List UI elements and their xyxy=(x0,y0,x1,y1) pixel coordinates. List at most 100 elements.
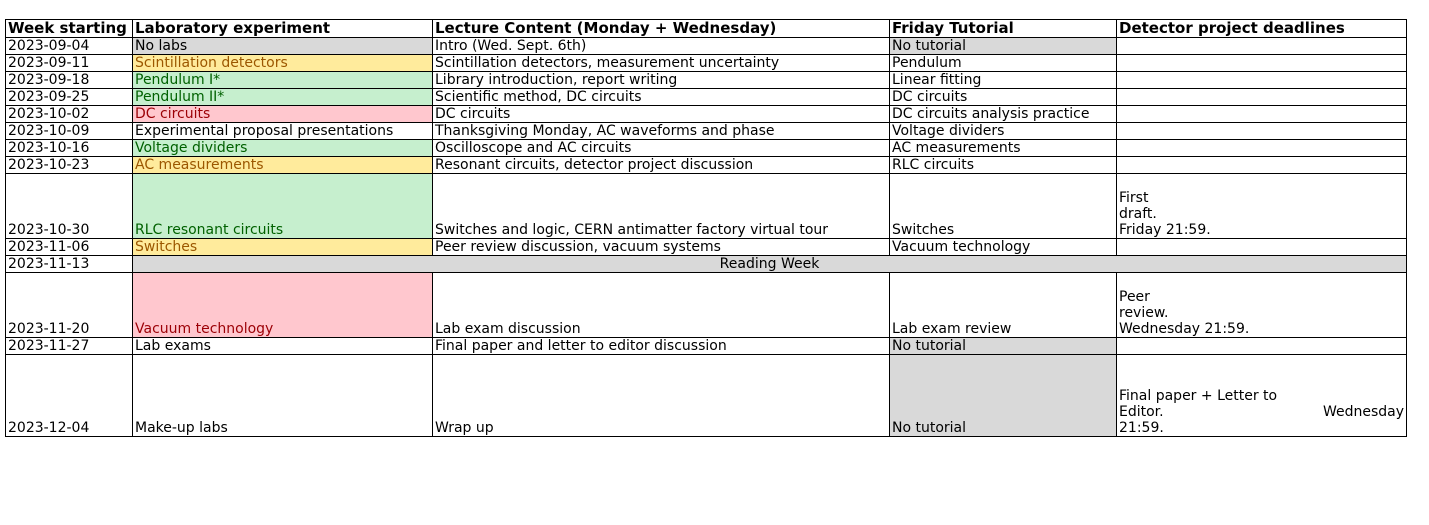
tutorial-cell: DC circuits xyxy=(889,88,1117,106)
deadline-cell xyxy=(1116,71,1407,89)
lab-experiment-cell: Scintillation detectors xyxy=(132,54,433,72)
deadline-cell xyxy=(1116,105,1407,123)
week-date-cell: 2023-09-25 xyxy=(5,88,133,106)
header-row: Week starting Laboratory experiment Lect… xyxy=(5,19,1407,38)
tutorial-cell: AC measurements xyxy=(889,139,1117,157)
week-date-cell: 2023-10-23 xyxy=(5,156,133,174)
lab-experiment-cell: Lab exams xyxy=(132,337,433,355)
lecture-content-cell: Library introduction, report writing xyxy=(432,71,890,89)
table-row: 2023-10-02 DC circuits DC circuits DC circu… xyxy=(5,105,1407,123)
deadline-line: Peer xyxy=(1119,289,1150,305)
lecture-content-cell: Resonant circuits, detector project disc… xyxy=(432,156,890,174)
week-date-cell: 2023-11-20 xyxy=(5,272,133,338)
table-row: 2023-09-18 Pendulum I* Library introductio… xyxy=(5,71,1407,89)
deadline-line: draft. xyxy=(1119,206,1157,222)
lab-experiment-cell: No labs xyxy=(132,37,433,55)
lab-experiment-cell: RLC resonant circuits xyxy=(132,173,433,239)
schedule-table: Week starting Laboratory experiment Lect… xyxy=(5,19,1407,437)
deadline-cell xyxy=(1116,37,1407,55)
table-row: 2023-11-06 Switches Peer review discussion… xyxy=(5,238,1407,256)
table-row: 2023-10-16 Voltage dividers Oscilloscope a… xyxy=(5,139,1407,157)
table-row: 2023-11-20 Vacuum technology Lab exam disc… xyxy=(5,272,1407,338)
deadline-cell: Final paper + Letter to Editor. Wednesday 2… xyxy=(1116,354,1407,437)
lab-experiment-cell: Voltage dividers xyxy=(132,139,433,157)
table-row: 2023-09-25 Pendulum II* Scientific method,… xyxy=(5,88,1407,106)
lab-experiment-cell: Make-up labs xyxy=(132,354,433,437)
week-date-cell: 2023-12-04 xyxy=(5,354,133,437)
header-week-starting: Week starting xyxy=(5,19,133,38)
week-date-cell: 2023-10-02 xyxy=(5,105,133,123)
deadline-cell xyxy=(1116,238,1407,256)
deadline-line: Final paper + Letter to xyxy=(1119,388,1278,404)
deadline-cell xyxy=(1116,156,1407,174)
tutorial-cell: Voltage dividers xyxy=(889,122,1117,140)
deadline-line: review. xyxy=(1119,305,1169,321)
lab-experiment-cell: Pendulum II* xyxy=(132,88,433,106)
lecture-content-cell: Scientific method, DC circuits xyxy=(432,88,890,106)
lecture-content-cell: Intro (Wed. Sept. 6th) xyxy=(432,37,890,55)
lecture-content-cell: Oscilloscope and AC circuits xyxy=(432,139,890,157)
table-row: 2023-11-13 Reading Week xyxy=(5,255,1407,273)
tutorial-cell: Pendulum xyxy=(889,54,1117,72)
lab-experiment-cell: AC measurements xyxy=(132,156,433,174)
tutorial-cell: RLC circuits xyxy=(889,156,1117,174)
tutorial-cell: Lab exam review xyxy=(889,272,1117,338)
deadline-cell xyxy=(1116,122,1407,140)
table-row: 2023-12-04 Make-up labs Wrap up No tutorial… xyxy=(5,354,1407,437)
deadline-line-part: Editor. xyxy=(1119,404,1164,420)
week-date-cell: 2023-11-13 xyxy=(5,255,133,273)
deadline-line: Editor. Wednesday xyxy=(1119,404,1404,420)
week-date-cell: 2023-11-06 xyxy=(5,238,133,256)
tutorial-cell: No tutorial xyxy=(889,354,1117,437)
lecture-content-cell: DC circuits xyxy=(432,105,890,123)
tutorial-cell: Linear fitting xyxy=(889,71,1117,89)
header-laboratory-experiment: Laboratory experiment xyxy=(132,19,433,38)
lecture-content-cell: Final paper and letter to editor discuss… xyxy=(432,337,890,355)
table-row: 2023-10-30 RLC resonant circuits Switches … xyxy=(5,173,1407,239)
week-date-cell: 2023-10-16 xyxy=(5,139,133,157)
week-date-cell: 2023-10-30 xyxy=(5,173,133,239)
week-date-cell: 2023-09-11 xyxy=(5,54,133,72)
week-date-cell: 2023-10-09 xyxy=(5,122,133,140)
schedule-body: 2023-09-04 No labs Intro (Wed. Sept. 6th) N… xyxy=(5,37,1407,437)
table-row: 2023-09-11 Scintillation detectors Scintil… xyxy=(5,54,1407,72)
deadline-line-part: Wednesday xyxy=(1322,404,1404,420)
lecture-content-cell: Thanksgiving Monday, AC waveforms and ph… xyxy=(432,122,890,140)
lecture-content-cell: Scintillation detectors, measurement unc… xyxy=(432,54,890,72)
lab-experiment-cell: Experimental proposal presentations xyxy=(132,122,433,140)
week-date-cell: 2023-09-04 xyxy=(5,37,133,55)
header-lecture-content: Lecture Content (Monday + Wednesday) xyxy=(432,19,890,38)
header-detector-deadlines: Detector project deadlines xyxy=(1116,19,1407,38)
deadline-cell xyxy=(1116,337,1407,355)
deadline-cell xyxy=(1116,54,1407,72)
lab-experiment-cell: Pendulum I* xyxy=(132,71,433,89)
deadline-line: Wednesday 21:59. xyxy=(1119,321,1250,337)
header-friday-tutorial: Friday Tutorial xyxy=(889,19,1117,38)
tutorial-cell: Vacuum technology xyxy=(889,238,1117,256)
deadline-line: Friday 21:59. xyxy=(1119,222,1211,238)
lecture-content-cell: Lab exam discussion xyxy=(432,272,890,338)
table-row: 2023-10-23 AC measurements Resonant circui… xyxy=(5,156,1407,174)
week-date-cell: 2023-09-18 xyxy=(5,71,133,89)
table-row: 2023-10-09 Experimental proposal presenta… xyxy=(5,122,1407,140)
deadline-cell: First draft. Friday 21:59. xyxy=(1116,173,1407,239)
reading-week-cell: Reading Week xyxy=(132,255,1407,273)
lecture-content-cell: Wrap up xyxy=(432,354,890,437)
week-date-cell: 2023-11-27 xyxy=(5,337,133,355)
tutorial-cell: Switches xyxy=(889,173,1117,239)
deadline-cell: Peer review. Wednesday 21:59. xyxy=(1116,272,1407,338)
lecture-content-cell: Peer review discussion, vacuum systems xyxy=(432,238,890,256)
deadline-line: 21:59. xyxy=(1119,420,1164,436)
tutorial-cell: DC circuits analysis practice xyxy=(889,105,1117,123)
deadline-line: First xyxy=(1119,190,1149,206)
tutorial-cell: No tutorial xyxy=(889,337,1117,355)
deadline-cell xyxy=(1116,88,1407,106)
table-row: 2023-09-04 No labs Intro (Wed. Sept. 6th) N… xyxy=(5,37,1407,55)
lecture-content-cell: Switches and logic, CERN antimatter fact… xyxy=(432,173,890,239)
tutorial-cell: No tutorial xyxy=(889,37,1117,55)
table-row: 2023-11-27 Lab exams Final paper and lette… xyxy=(5,337,1407,355)
lab-experiment-cell: Switches xyxy=(132,238,433,256)
lab-experiment-cell: DC circuits xyxy=(132,105,433,123)
deadline-cell xyxy=(1116,139,1407,157)
lab-experiment-cell: Vacuum technology xyxy=(132,272,433,338)
